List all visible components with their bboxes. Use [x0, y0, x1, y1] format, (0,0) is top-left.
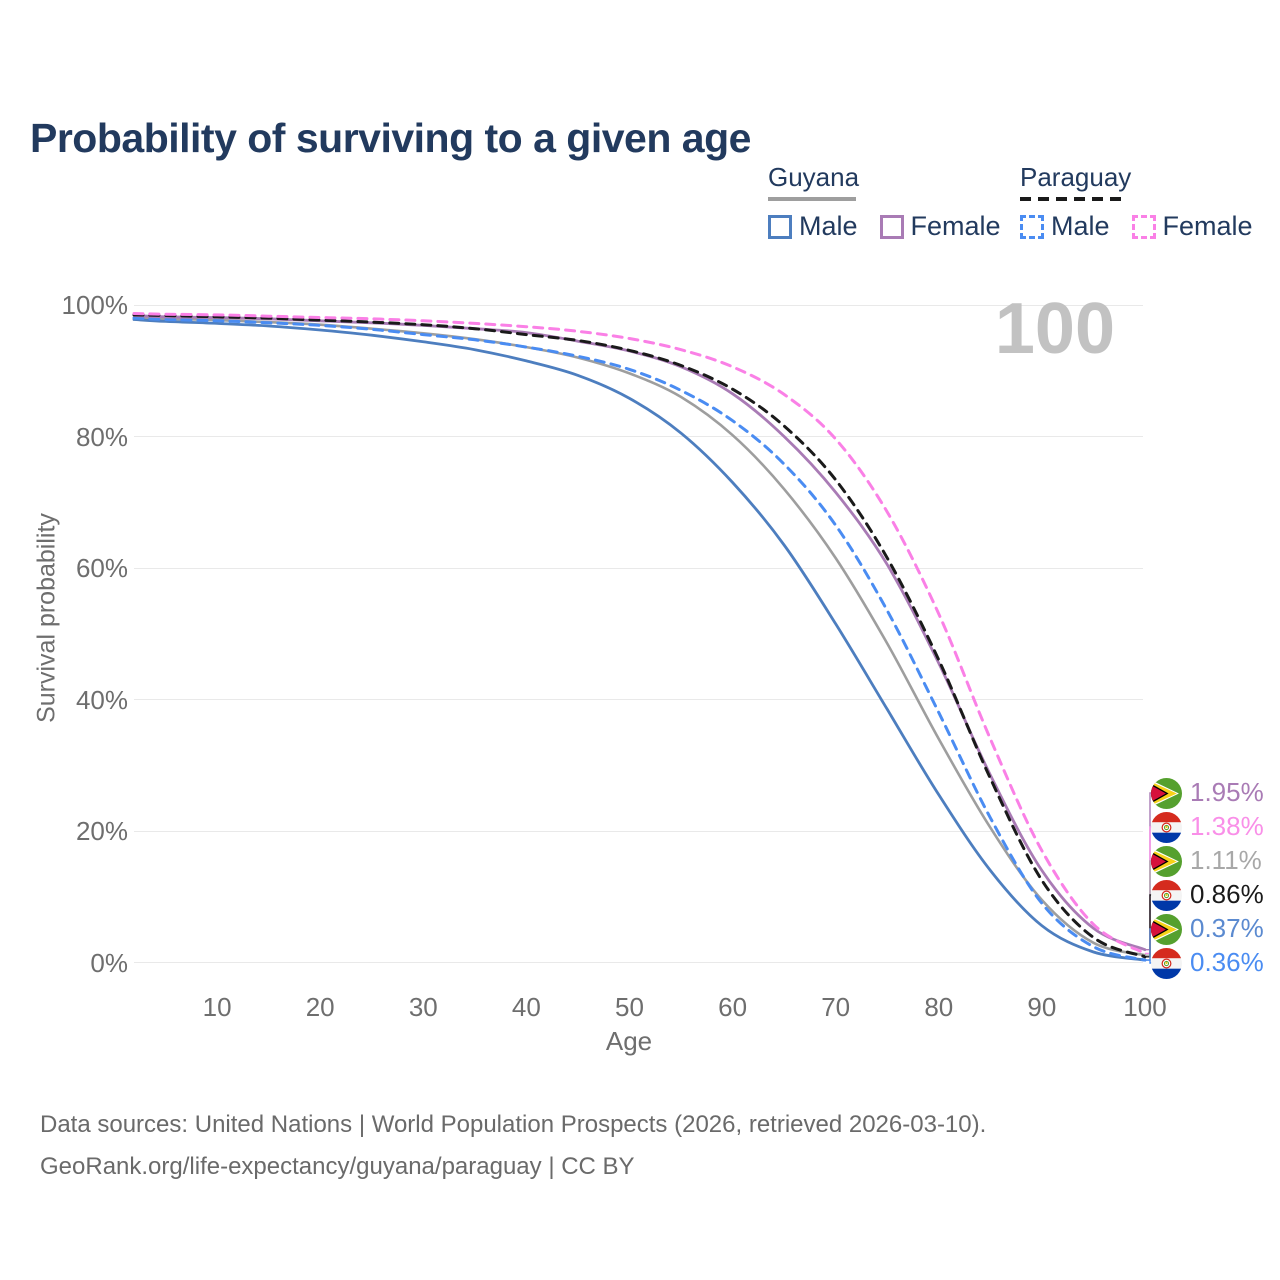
footer-source-line: Data sources: United Nations | World Pop… [40, 1111, 987, 1138]
legend-item-guyana-female[interactable]: Female [879, 211, 1001, 242]
age-counter-watermark: 100 [994, 289, 1115, 369]
gridline-0 [134, 962, 1143, 963]
legend-swatch-guyana-female [879, 214, 904, 239]
legend-item-paraguay-male[interactable]: Male [1020, 211, 1110, 242]
curve-guyana-all [132, 316, 1147, 957]
end-value-guyana-all: 1.11% [1190, 845, 1262, 875]
footer-link-line: GeoRank.org/life-expectancy/guyana/parag… [40, 1153, 635, 1180]
legend-item-label: Male [799, 211, 858, 241]
gridline-100 [134, 304, 1143, 306]
legend-swatch-paraguay-male [1020, 214, 1044, 239]
legend-group-paraguay: Paraguay Male Female [1020, 162, 1253, 242]
x-tick-label: 60 [718, 992, 748, 1022]
x-tick-label: 30 [408, 992, 438, 1022]
legend-item-label: Female [1162, 211, 1253, 241]
y-tick-label: 40% [75, 684, 128, 715]
x-tick-label: 70 [821, 992, 851, 1022]
survival-curves [132, 312, 1160, 964]
legend-item-label: Male [1051, 211, 1110, 241]
guyana-flag-icon [1151, 913, 1182, 945]
page-title: Probability of surviving to a given age [30, 115, 751, 162]
y-tick-label: 60% [75, 553, 128, 583]
curve-paraguay-female [132, 312, 1147, 955]
y-tick-label: 80% [75, 421, 128, 452]
end-value-paraguay-female: 1.38% [1190, 811, 1264, 841]
guyana-flag-icon [1151, 777, 1182, 809]
footer: Data sources: United Nations | World Pop… [40, 1104, 986, 1188]
x-tick-label: 20 [305, 992, 335, 1022]
legend-item-guyana-male[interactable]: Male [768, 211, 858, 242]
y-tick-label: 100% [61, 290, 129, 320]
curve-guyana-female [132, 314, 1147, 952]
x-axis-title: Age [605, 1026, 653, 1056]
end-value-guyana-male: 0.37% [1190, 913, 1264, 943]
gridline-60 [134, 567, 1143, 569]
curve-paraguay-all [132, 313, 1147, 959]
curve-paraguay-male [132, 316, 1147, 962]
x-tick-label: 50 [615, 992, 644, 1022]
y-tick-label: 20% [75, 816, 128, 846]
x-tick-label: 80 [924, 992, 954, 1022]
x-tick-label: 10 [202, 992, 232, 1022]
legend-style-sample-dashed [1020, 197, 1126, 201]
gridline-20 [134, 830, 1143, 832]
x-tick-label: 40 [511, 992, 541, 1022]
guyana-flag-icon [1151, 845, 1182, 877]
curve-guyana-male [132, 318, 1147, 962]
y-axis-title: Survival probability [32, 513, 61, 723]
gridline-40 [134, 699, 1143, 700]
end-value-paraguay-male: 0.36% [1190, 947, 1264, 977]
legend-swatch-guyana-male [768, 214, 792, 239]
paraguay-flag-icon [1151, 947, 1182, 979]
legend-item-label: Female [910, 211, 1001, 241]
legend-swatch-paraguay-female [1131, 214, 1156, 239]
x-tick-label: 100 [1123, 992, 1167, 1022]
legend-items: Male Female [768, 211, 1001, 242]
legend-item-paraguay-female[interactable]: Female [1131, 211, 1253, 242]
paraguay-flag-icon [1151, 879, 1182, 911]
end-value-guyana-female: 1.95% [1190, 777, 1264, 807]
y-tick-label: 0% [90, 947, 128, 978]
legend-group-guyana: Guyana Male Female [768, 162, 1001, 242]
legend-group-title: Guyana [768, 162, 860, 192]
legend-group-title: Paraguay [1020, 162, 1132, 192]
legend-items: Male Female [1020, 211, 1253, 242]
x-tick-label: 90 [1027, 992, 1057, 1022]
end-value-paraguay-all: 0.86% [1190, 879, 1264, 909]
legend-style-sample-solid [768, 197, 856, 201]
paraguay-flag-icon [1151, 811, 1182, 843]
gridline-80 [134, 436, 1143, 437]
